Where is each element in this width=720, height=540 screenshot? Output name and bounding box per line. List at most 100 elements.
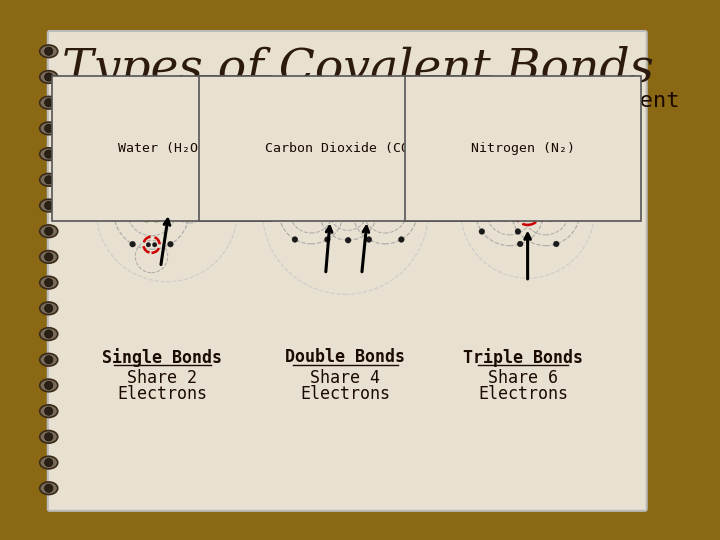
Ellipse shape [40,173,58,186]
Circle shape [541,208,546,214]
Circle shape [545,201,556,212]
Ellipse shape [40,148,58,160]
Text: Water (H₂O): Water (H₂O) [118,141,207,155]
Circle shape [45,253,53,261]
Circle shape [276,208,282,214]
Circle shape [515,228,521,234]
Circle shape [130,176,135,181]
Circle shape [292,237,298,242]
Circle shape [398,237,404,242]
Circle shape [479,188,485,194]
Circle shape [376,211,386,221]
Ellipse shape [40,225,58,238]
Circle shape [45,330,53,338]
Text: Share 6: Share 6 [488,369,558,387]
Circle shape [376,202,386,212]
Ellipse shape [40,302,58,315]
Circle shape [343,202,353,211]
Circle shape [306,206,316,217]
Ellipse shape [40,482,58,495]
Circle shape [45,279,53,287]
Circle shape [45,356,53,364]
Circle shape [509,201,520,212]
Circle shape [45,458,53,467]
Circle shape [45,381,53,389]
Circle shape [150,201,162,212]
Circle shape [348,211,356,220]
Circle shape [45,304,53,312]
Ellipse shape [40,328,58,340]
Ellipse shape [40,45,58,58]
Circle shape [153,242,157,247]
Circle shape [302,202,312,212]
Ellipse shape [40,353,58,366]
Circle shape [366,237,372,242]
Circle shape [346,238,351,243]
Circle shape [165,207,170,212]
Circle shape [145,199,158,211]
Circle shape [302,211,312,221]
Circle shape [380,206,390,217]
Circle shape [316,208,322,214]
Circle shape [186,208,192,214]
Ellipse shape [40,276,58,289]
Text: Double Bonds: Double Bonds [285,348,405,367]
Circle shape [348,203,356,212]
Circle shape [526,213,530,217]
Circle shape [398,180,404,186]
Circle shape [45,176,53,184]
Circle shape [515,188,521,194]
Circle shape [545,211,556,221]
Ellipse shape [40,96,58,109]
Text: Share 2: Share 2 [127,369,197,387]
Ellipse shape [40,251,58,263]
Circle shape [374,208,380,214]
Circle shape [325,210,329,214]
Circle shape [306,200,316,211]
Circle shape [45,407,53,415]
Circle shape [368,203,372,208]
Circle shape [310,202,320,212]
Circle shape [554,176,559,181]
Circle shape [141,201,153,212]
Circle shape [346,180,351,185]
Circle shape [45,99,53,107]
Circle shape [45,484,53,492]
Text: Different covalent bond types share a different
number of electrons: Different covalent bond types share a di… [51,91,680,134]
Circle shape [366,180,372,186]
Text: Share 4: Share 4 [310,369,380,387]
Circle shape [529,213,534,217]
Text: Electrons: Electrons [478,386,568,403]
Circle shape [45,124,53,132]
Circle shape [504,206,515,217]
Circle shape [522,206,526,210]
Circle shape [111,208,117,214]
Text: Types of Covalent Bonds: Types of Covalent Bonds [62,45,654,92]
Circle shape [526,206,530,210]
Ellipse shape [40,405,58,417]
Text: +: + [184,200,194,213]
Circle shape [150,211,162,222]
Circle shape [368,210,372,214]
Circle shape [536,211,546,221]
Circle shape [168,241,174,247]
Circle shape [45,227,53,235]
Text: •: • [84,96,101,124]
Circle shape [341,208,346,214]
Text: Carbon Dioxide (CO₂): Carbon Dioxide (CO₂) [266,141,426,155]
Ellipse shape [40,199,58,212]
Ellipse shape [40,430,58,443]
Circle shape [554,241,559,247]
Circle shape [504,200,515,211]
Circle shape [517,176,523,181]
Ellipse shape [40,456,58,469]
Circle shape [340,211,349,220]
Circle shape [325,237,330,242]
Circle shape [577,208,582,214]
Ellipse shape [40,71,58,83]
Circle shape [350,208,356,214]
Circle shape [540,206,551,217]
Ellipse shape [40,122,58,134]
Circle shape [130,241,135,247]
Circle shape [325,203,329,208]
